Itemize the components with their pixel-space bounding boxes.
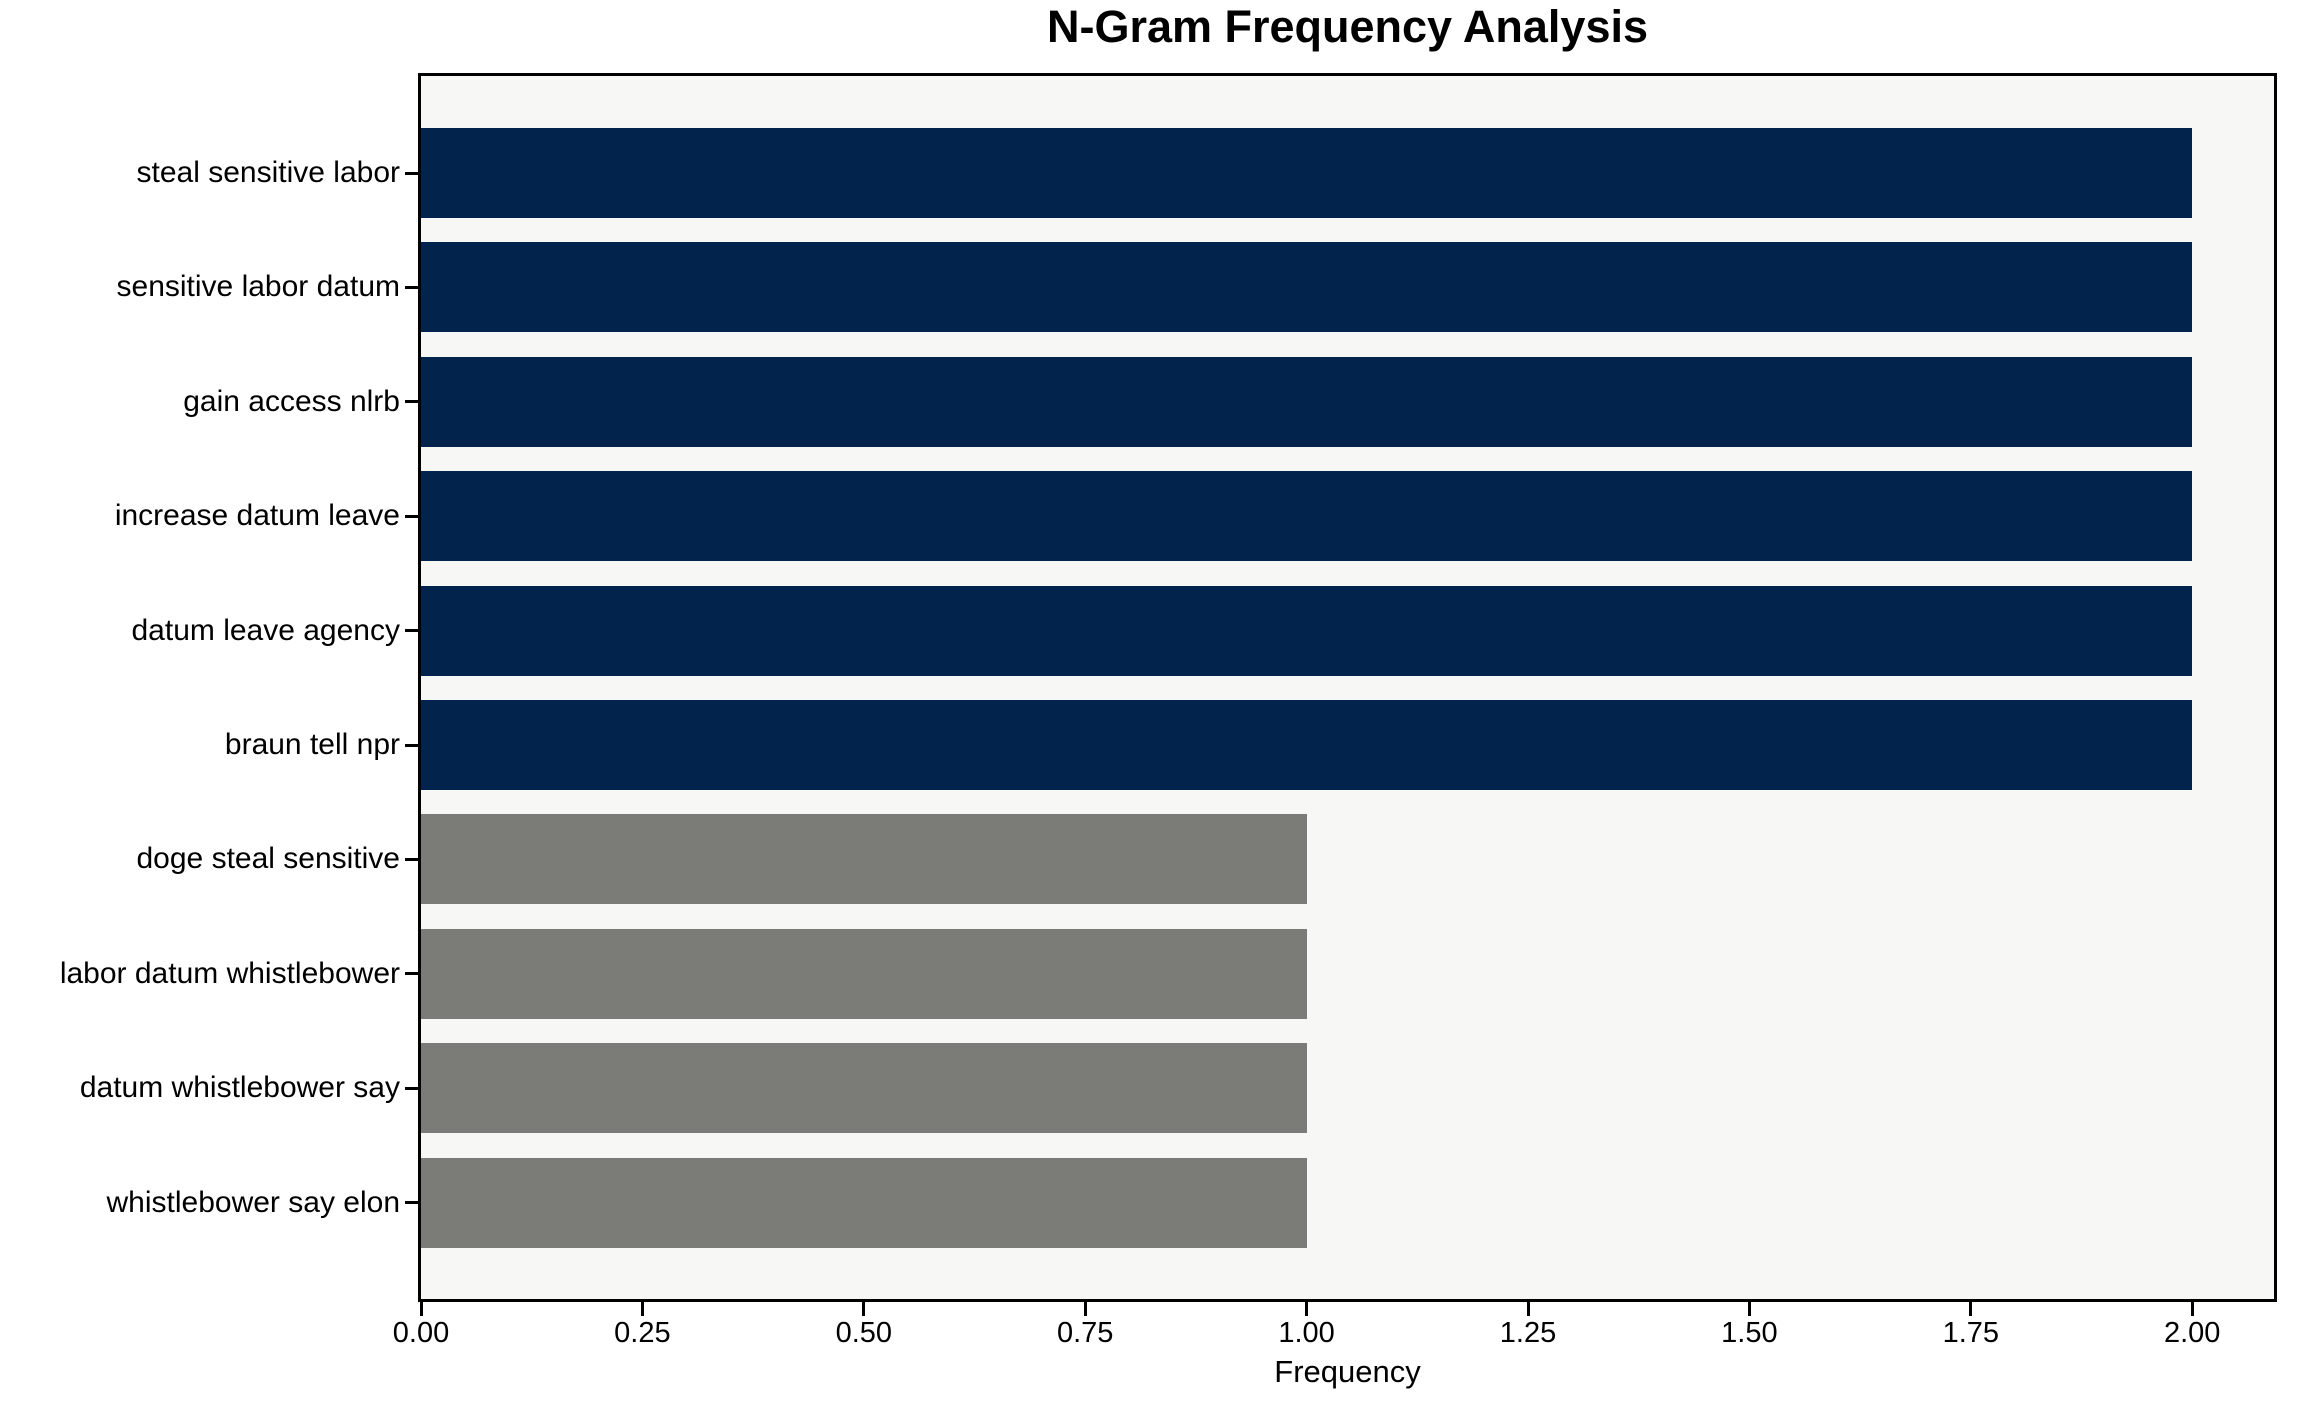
chart-title: N-Gram Frequency Analysis — [1046, 1, 1649, 52]
y-tick — [405, 171, 418, 175]
y-axis-label: labor datum whistlebower — [59, 956, 400, 990]
y-tick — [405, 972, 418, 976]
x-tick-label: 1.50 — [1721, 1317, 1778, 1349]
x-tick — [1083, 1302, 1087, 1316]
bar — [421, 356, 2193, 447]
y-axis-label: gain access nlrb — [183, 384, 400, 418]
x-tick — [1305, 1302, 1309, 1316]
y-axis-label: datum whistlebower say — [79, 1071, 400, 1105]
plot-area — [418, 73, 2277, 1302]
x-tick-label: 1.25 — [1499, 1317, 1557, 1349]
bar — [421, 1157, 1307, 1248]
y-tick — [405, 857, 418, 861]
y-axis-label: sensitive labor datum — [116, 270, 400, 304]
x-tick — [1526, 1302, 1530, 1316]
y-tick — [405, 629, 418, 633]
x-tick-label: 1.75 — [1942, 1317, 2000, 1349]
x-tick — [640, 1302, 644, 1316]
y-axis: steal sensitive labor sensitive labor dat… — [0, 76, 400, 1299]
y-axis-label: increase datum leave — [114, 499, 400, 533]
x-tick-label: 0.50 — [835, 1317, 893, 1349]
bar — [421, 242, 2193, 333]
x-tick-label: 0.75 — [1056, 1317, 1114, 1349]
x-tick — [862, 1302, 866, 1316]
bar — [421, 585, 2193, 676]
bar — [421, 928, 1307, 1019]
y-tick — [405, 743, 418, 747]
bar — [421, 1043, 1307, 1134]
x-tick-label: 1.00 — [1278, 1317, 1335, 1349]
bar — [421, 700, 2193, 790]
x-tick — [1747, 1302, 1751, 1316]
y-tick — [405, 400, 418, 404]
x-tick-label: 0.00 — [392, 1317, 450, 1349]
x-tick-label: 2.00 — [2163, 1317, 2221, 1349]
x-axis-title: Frequency — [1274, 1354, 1421, 1389]
y-tick — [405, 514, 418, 518]
x-tick — [2190, 1302, 2194, 1316]
y-axis-label: doge steal sensitive — [136, 842, 401, 876]
bar — [421, 128, 2193, 218]
y-tick — [405, 285, 418, 289]
y-axis-label: steal sensitive labor — [136, 156, 400, 189]
bar — [421, 814, 1307, 905]
x-tick-label: 0.25 — [614, 1317, 671, 1349]
x-tick — [1969, 1302, 1973, 1316]
y-tick — [405, 1086, 418, 1090]
x-tick — [419, 1302, 423, 1316]
y-axis-label: datum leave agency — [131, 613, 400, 647]
y-tick — [405, 1201, 418, 1205]
bar — [421, 471, 2193, 562]
y-axis-label: whistlebower say elon — [106, 1185, 400, 1219]
y-axis-label: braun tell npr — [224, 728, 400, 761]
